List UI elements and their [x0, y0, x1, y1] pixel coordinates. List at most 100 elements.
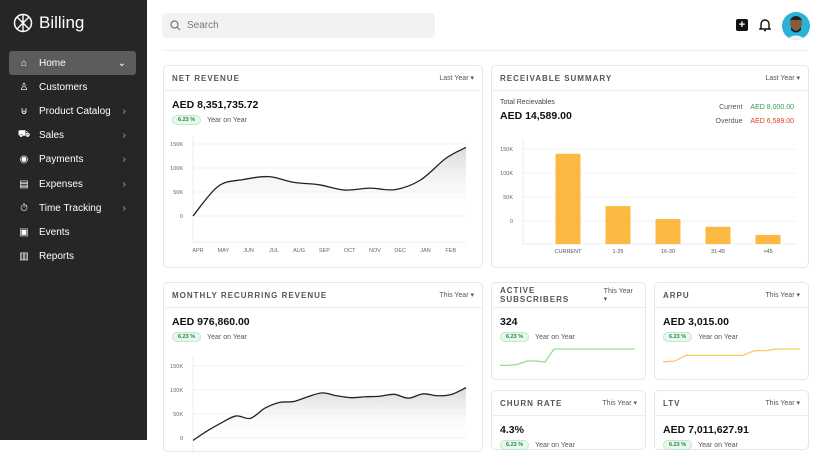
churn-rate-card: CHURN RATE This Year ▾ 4.3% 6.23 % Year on… [491, 390, 646, 450]
bar [705, 226, 731, 244]
active-subscribers-card: ACTIVE SUBSCRIBERS This Year ▾ 324 6.23 %… [491, 282, 646, 380]
y-tick-label: 100K [170, 388, 183, 394]
sidebar-item-label: Sales [39, 130, 65, 142]
receivable-bar-chart: 0 50K 100K 150K CURRENT 1-25 16-30 31-45 >45 [500, 139, 796, 255]
receipt-icon: ▤ [19, 178, 29, 190]
cart-icon: ⛟ [17, 129, 31, 141]
bar [655, 219, 681, 244]
card-title: NET REVENUE [172, 73, 240, 83]
sidebar-item-label: Time Tracking [39, 202, 102, 214]
net-revenue-chart: 0 50K 100K 150K APR MAY JUN JUL AUG SEP OCT NOV DEC J… [170, 136, 467, 254]
sidebar-item-sales[interactable]: ⛟ Sales › [9, 124, 136, 148]
chevron-right-icon: › [122, 202, 126, 214]
card-title: RECEIVABLE SUMMARY [500, 73, 613, 83]
period-dropdown[interactable]: Last Year ▾ [765, 75, 800, 82]
y-tick-label: 0 [510, 219, 513, 225]
growth-badge: 6.23 % [172, 332, 202, 342]
search-input[interactable] [187, 20, 427, 31]
period-label: This Year [765, 400, 795, 407]
period-label: This Year [602, 400, 632, 407]
sidebar-item-label: Product Catalog [39, 105, 111, 117]
growth-badge: 6.23 % [172, 115, 202, 125]
sidebar-item-label: Reports [39, 251, 75, 263]
series-line [192, 146, 467, 217]
app-logo[interactable]: Billing [13, 13, 84, 33]
mrr-chart: 0 50K 100K 150K [170, 356, 467, 453]
arpu-card: ARPU This Year ▾ AED 3,015.00 6.23 % Year … [654, 282, 809, 380]
search-box[interactable] [162, 13, 435, 38]
y-tick-label: 150K [170, 142, 183, 148]
x-tick-label: CURRENT [555, 249, 583, 255]
calendar-icon: ▣ [19, 226, 29, 238]
yoy-label: Year on Year [207, 333, 247, 341]
user-icon: ♙ [19, 81, 29, 93]
x-tick-label: DEC [394, 248, 406, 254]
subscribers-sparkline [500, 348, 635, 367]
growth-badge: 6.23 % [663, 440, 693, 450]
card-title: LTV [663, 398, 681, 408]
chevron-right-icon: › [122, 154, 126, 166]
period-dropdown[interactable]: This Year ▾ [439, 292, 474, 299]
header-divider [162, 50, 808, 51]
sparkline [500, 348, 635, 367]
overdue-label: Overdue [715, 118, 743, 125]
x-tick-label: NOV [369, 248, 381, 254]
current-value: AED 8,000.00 [750, 104, 794, 111]
chevron-right-icon: › [122, 130, 126, 142]
receivable-summary-card: RECEIVABLE SUMMARY Last Year ▾ Total Reci… [491, 65, 809, 268]
user-avatar[interactable] [782, 12, 810, 40]
x-tick-label: SEP [319, 248, 330, 254]
period-label: Last Year [439, 75, 469, 82]
avatar-image [786, 16, 806, 40]
y-tick-label: 50K [503, 195, 513, 201]
x-tick-label: JAN [420, 248, 430, 254]
chevron-right-icon: › [122, 178, 126, 190]
area-fill [193, 387, 466, 441]
x-tick-label: 1-25 [612, 249, 623, 255]
period-dropdown[interactable]: This Year ▾ [602, 400, 637, 407]
period-dropdown[interactable]: Last Year ▾ [439, 75, 474, 82]
growth-badge: 6.23 % [500, 332, 530, 342]
basket-icon: ⊎ [20, 105, 28, 117]
yoy-label: Year on Year [698, 441, 738, 449]
sidebar-item-time-tracking[interactable]: ⏱ Time Tracking › [9, 196, 136, 220]
bell-icon[interactable] [759, 18, 771, 32]
sidebar-item-customers[interactable]: ♙ Customers [9, 75, 136, 99]
sidebar-item-reports[interactable]: ▥ Reports [9, 245, 136, 269]
sidebar-item-label: Events [39, 226, 70, 238]
sidebar-item-product-catalog[interactable]: ⊎ Product Catalog › [9, 99, 136, 123]
add-button[interactable]: + [736, 19, 748, 31]
bar [555, 153, 581, 244]
period-label: Last Year [765, 75, 795, 82]
period-dropdown[interactable]: This Year ▾ [765, 292, 800, 299]
sidebar-item-payments[interactable]: ◉ Payments › [9, 148, 136, 172]
net-revenue-value: AED 8,351,735.72 [172, 99, 259, 111]
series-line [192, 387, 467, 441]
app-title: Billing [39, 13, 85, 32]
x-tick-label: JUN [243, 248, 254, 254]
sidebar-item-label: Expenses [39, 178, 83, 190]
sidebar-item-events[interactable]: ▣ Events [9, 220, 136, 244]
search-icon [170, 20, 181, 31]
sidebar-item-expenses[interactable]: ▤ Expenses › [9, 172, 136, 196]
x-tick-label: 31-45 [711, 249, 725, 255]
churn-value: 4.3% [500, 424, 524, 436]
x-tick-label: MAY [218, 248, 230, 254]
card-title: ACTIVE SUBSCRIBERS [500, 286, 570, 304]
chevron-down-icon: ⌄ [117, 57, 126, 69]
sidebar-item-label: Customers [39, 81, 88, 93]
bar [605, 206, 631, 244]
total-receivables-value: AED 14,589.00 [500, 110, 572, 122]
billing-logo-icon [13, 13, 33, 33]
y-tick-label: 150K [170, 364, 183, 370]
x-tick-label: 16-30 [661, 249, 675, 255]
bar-chart-icon: ▥ [19, 251, 29, 263]
y-tick-label: 150K [500, 147, 513, 153]
x-tick-label: JUL [269, 248, 279, 254]
x-tick-label: AUG [293, 248, 305, 254]
sidebar-item-label: Payments [39, 154, 84, 166]
period-dropdown[interactable]: This Year ▾ [765, 400, 800, 407]
y-tick-label: 100K [500, 171, 513, 177]
sidebar-item-home[interactable]: ⌂ Home ⌄ [9, 51, 136, 76]
period-dropdown[interactable]: This Year ▾ [603, 287, 633, 303]
